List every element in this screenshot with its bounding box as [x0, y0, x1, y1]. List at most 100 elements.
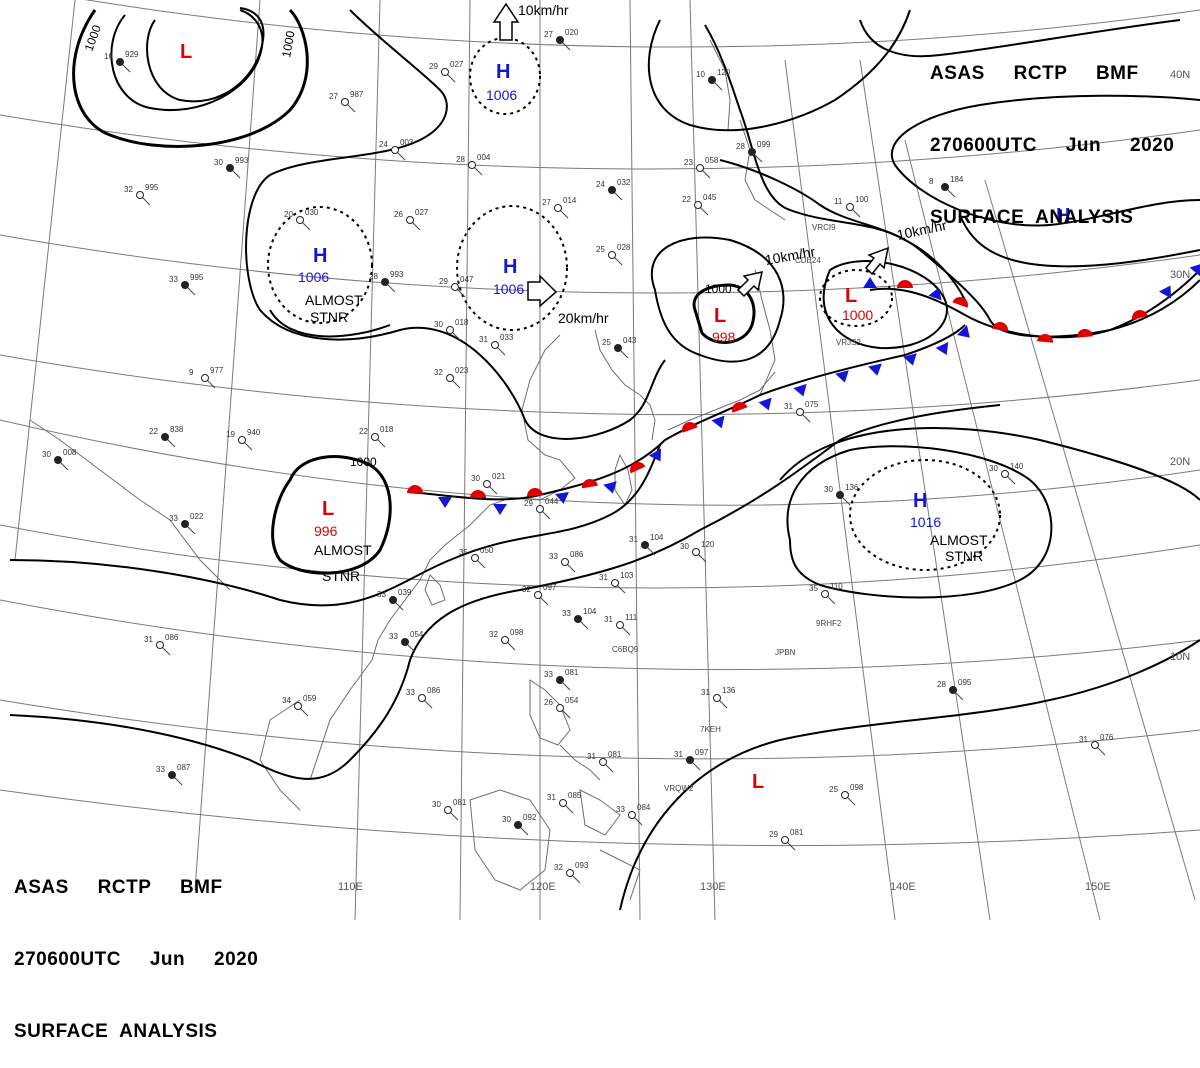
station-cloud-icon — [418, 694, 426, 702]
dotted-h-north — [469, 37, 541, 115]
cold-front-symbol — [868, 363, 882, 376]
high-ne-letter: H — [1056, 205, 1070, 227]
parallel-20n — [0, 419, 1200, 506]
low-sw-value: 996 — [314, 523, 338, 539]
station-temperature: 33 — [616, 805, 625, 814]
station-temperature: 31 — [599, 573, 608, 582]
almost-stnr-west-1: ALMOST — [305, 292, 363, 308]
cold-front-symbol — [928, 287, 942, 301]
station-temperature: 32 — [124, 185, 133, 194]
station-plot: 31 075 — [784, 400, 819, 423]
station-plot: 31 085 — [547, 791, 582, 814]
header-top-line2: 270600UTC Jun 2020 — [930, 135, 1175, 156]
station-cloud-icon — [821, 590, 829, 598]
station-temperature: 34 — [282, 696, 291, 705]
high-east-letter: H — [913, 490, 927, 512]
mindanao — [579, 789, 621, 836]
station-cloud-icon — [836, 491, 844, 499]
isobar-low-998 — [692, 283, 756, 344]
station-temperature: 33 — [169, 275, 178, 284]
station-pressure: 086 — [570, 550, 584, 559]
station-plot: 19 940 — [226, 428, 261, 451]
station-pressure: 995 — [145, 183, 159, 192]
parallel-10n — [0, 599, 1200, 671]
almost-stnr-sw-2: STNR — [322, 568, 360, 584]
high-east-value: 1016 — [910, 514, 941, 530]
station-temperature: 31 — [144, 635, 153, 644]
station-temperature: 27 — [544, 30, 553, 39]
stationary-front-west — [407, 324, 966, 501]
station-plot: 30 092 — [502, 813, 537, 836]
isobar-japan-sea — [650, 236, 785, 363]
station-temperature: 28 — [456, 155, 465, 164]
cold-front-symbol — [711, 415, 725, 429]
bay-coast — [139, 499, 231, 591]
meridian-140e — [784, 59, 896, 920]
station-plot: 29 027 — [429, 60, 464, 83]
low-se-letter: L — [752, 771, 764, 793]
station-pressure: 098 — [850, 783, 864, 792]
japan-honshu — [754, 269, 776, 396]
station-temperature: 27 — [542, 198, 551, 207]
station-temperature: 29 — [439, 277, 448, 286]
station-cloud-icon — [608, 251, 616, 259]
isobar-label-nw-2: 1000 — [279, 29, 297, 58]
station-pressure: 032 — [617, 178, 631, 187]
station-cloud-icon — [566, 869, 574, 877]
cold-front-symbol — [1189, 263, 1200, 277]
station-cloud-icon — [296, 216, 304, 224]
station-temperature: 9 — [189, 368, 194, 377]
station-pressure: 018 — [380, 425, 394, 434]
station-temperature: 31 — [1079, 735, 1088, 744]
warm-front-symbol — [1077, 329, 1093, 338]
station-cloud-icon — [406, 216, 414, 224]
station-cloud-icon — [441, 68, 449, 76]
station-pressure: 995 — [190, 273, 204, 282]
station-plot: 26 054 — [544, 696, 579, 719]
cold-front-symbol — [835, 370, 849, 383]
station-temperature: 30 — [42, 450, 51, 459]
station-temperature: 30 — [214, 158, 223, 167]
station-temperature: 26 — [394, 210, 403, 219]
isobar-nw-inner — [110, 9, 264, 112]
station-pressure: 940 — [247, 428, 261, 437]
station-pressure: 097 — [543, 583, 557, 592]
station-cloud-icon — [608, 186, 616, 194]
station-temperature: 25 — [602, 338, 611, 347]
station-plot: 33 086 — [549, 550, 584, 573]
station-temperature: 30 — [502, 815, 511, 824]
isobar-value-labels: 1000 1000 1000 1000 — [82, 23, 732, 469]
low-east-japan-value: 1000 — [842, 307, 873, 323]
station-plot: 30 021 — [471, 472, 506, 495]
station-temperature: 30 — [434, 320, 443, 329]
station-cloud-icon — [389, 596, 397, 604]
station-pressure: 993 — [235, 156, 249, 165]
header-top-line3: SURFACE ANALYSIS — [930, 207, 1134, 228]
cold-front-symbol — [957, 325, 970, 338]
low-nw-letter: L — [180, 41, 192, 63]
parallel-15n — [0, 524, 1200, 589]
station-pressure: 014 — [563, 196, 577, 205]
station-plot: 22 018 — [359, 425, 394, 448]
station-pressure: 027 — [415, 208, 429, 217]
station-cloud-icon — [501, 636, 509, 644]
station-plot: 27 014 — [542, 196, 577, 219]
station-pressure: 097 — [695, 748, 709, 757]
station-cloud-icon — [381, 278, 389, 286]
meridian-130e — [689, 0, 716, 920]
isobars — [9, 7, 1200, 911]
meridian-155e — [984, 179, 1196, 901]
station-plot: 11 100 — [834, 195, 869, 218]
warm-front-symbol — [992, 322, 1008, 332]
station-temperature: 16 — [104, 52, 113, 61]
station-plot: 29 047 — [439, 275, 474, 298]
ship-callsign: VRJS2 — [836, 338, 861, 347]
station-plot: 33 022 — [169, 512, 204, 535]
station-pressure: 084 — [637, 803, 651, 812]
motion-label-north: 10km/hr — [518, 2, 569, 18]
arrow-east-icon — [864, 246, 889, 276]
station-plot: 30 081 — [432, 798, 467, 821]
station-cloud-icon — [181, 520, 189, 528]
